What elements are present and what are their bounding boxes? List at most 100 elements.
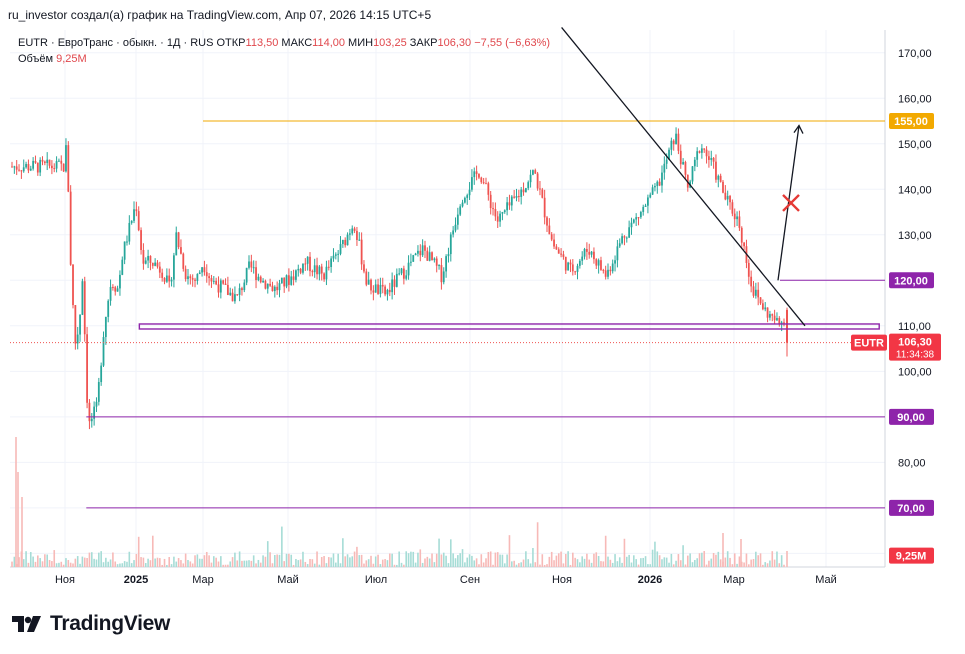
volume-bar [644,556,647,567]
volume-bar [593,553,595,567]
candle [588,251,591,255]
volume-bar [485,558,487,567]
candle [318,266,321,275]
volume-bar [602,561,605,567]
change-value: −7,55 (−6,63%) [474,37,551,49]
candle [698,151,701,153]
chart-drawings [10,27,885,509]
volume-bar [447,563,450,567]
volume-bar [757,555,759,567]
candle [736,216,738,220]
candle [395,273,398,287]
tradingview-logo[interactable]: TradingView [12,612,170,636]
volume-bar [37,555,39,567]
candle [532,170,534,175]
candle [226,284,229,295]
candle [365,271,368,285]
candle [668,149,670,160]
candle [32,160,35,169]
volume-bar [316,551,318,567]
candle [290,276,293,285]
volume-bar [431,553,433,567]
volume-bar [288,553,290,567]
volume-bar [140,557,142,567]
candle [121,259,124,275]
volume-bar [278,554,281,567]
volume-bar [60,561,63,567]
ticker-label: EUTR [854,338,884,350]
candle [151,262,154,266]
candle [234,294,236,302]
candle [165,275,168,282]
candle [780,322,783,325]
volume-bar [557,553,560,567]
candle [88,402,91,422]
tradingview-wordmark: TradingView [50,612,171,635]
volume-bar [269,552,271,567]
candle [637,217,640,219]
support-level-90-tag [889,408,934,425]
candle [222,280,225,284]
volume-bar [44,554,46,567]
close-value: 106,30 [437,37,472,49]
last-price-tag [889,333,941,361]
candle [454,224,457,231]
volume-bar [374,556,377,567]
candle [593,251,595,260]
volume-bar [748,564,750,567]
volume-bar [492,564,494,567]
volume-bar [365,560,368,567]
candle [95,401,98,407]
candle [513,196,516,198]
candle [585,248,588,252]
candle [647,197,649,206]
volume-bar [419,549,422,567]
candle [757,289,760,298]
candle [496,216,499,222]
volume-bar [668,562,670,567]
ticker-tag [851,334,887,351]
candle [515,196,518,198]
candle [339,244,342,254]
time-tick-label: 2025 [124,574,148,586]
volume-bar [708,560,710,567]
candle [168,275,171,282]
volume-bar [149,560,152,567]
support-level-70-tag [889,499,934,516]
candle [353,228,356,231]
volume-bar [32,556,34,567]
candle [459,206,462,215]
candle [177,232,180,248]
candle [391,279,394,293]
volume-bar [532,547,534,567]
volume-bar [76,556,79,567]
support-level-70-tag-label: 70,00 [897,503,925,515]
candle [86,334,88,403]
volume-bar [539,564,541,567]
tradingview-logo-icon [12,616,41,632]
volume-bar [506,554,508,567]
volume-bar [740,539,742,567]
candle [494,209,497,217]
volume-bar [62,564,65,567]
volume-bar [489,551,492,567]
candle [311,271,314,273]
candle [398,273,401,275]
candle [524,188,527,193]
volume-bar [198,558,201,567]
volume-bar [41,561,44,567]
volume-bar [665,557,668,567]
volume-bar [621,562,623,567]
volume-bar [266,541,269,567]
candle [191,278,194,280]
candle [250,261,253,268]
volume-bar [661,559,663,567]
price-tick-label: 110,00 [898,321,931,333]
volume-bar [95,559,98,567]
candle [623,236,626,238]
price-tick-label: 130,00 [898,230,932,242]
candle [367,279,370,285]
candle [529,174,532,183]
candle [630,222,633,228]
